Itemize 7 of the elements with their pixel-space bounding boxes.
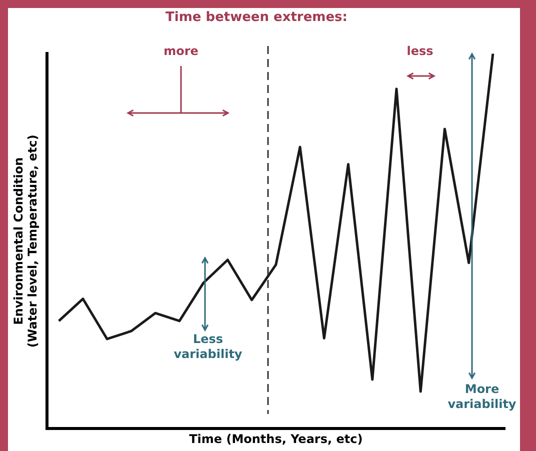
annotation: Less variability <box>172 332 244 362</box>
annotation: More variability <box>446 382 518 412</box>
annotation: more <box>162 44 200 59</box>
x-axis-title: Time (Months, Years, etc) <box>189 432 363 446</box>
chart-title: Time between extremes: <box>166 10 348 26</box>
y-axis-title: Environmental Condition (Water level, Temperature, etc) <box>11 134 40 348</box>
annotation: less <box>406 44 434 59</box>
